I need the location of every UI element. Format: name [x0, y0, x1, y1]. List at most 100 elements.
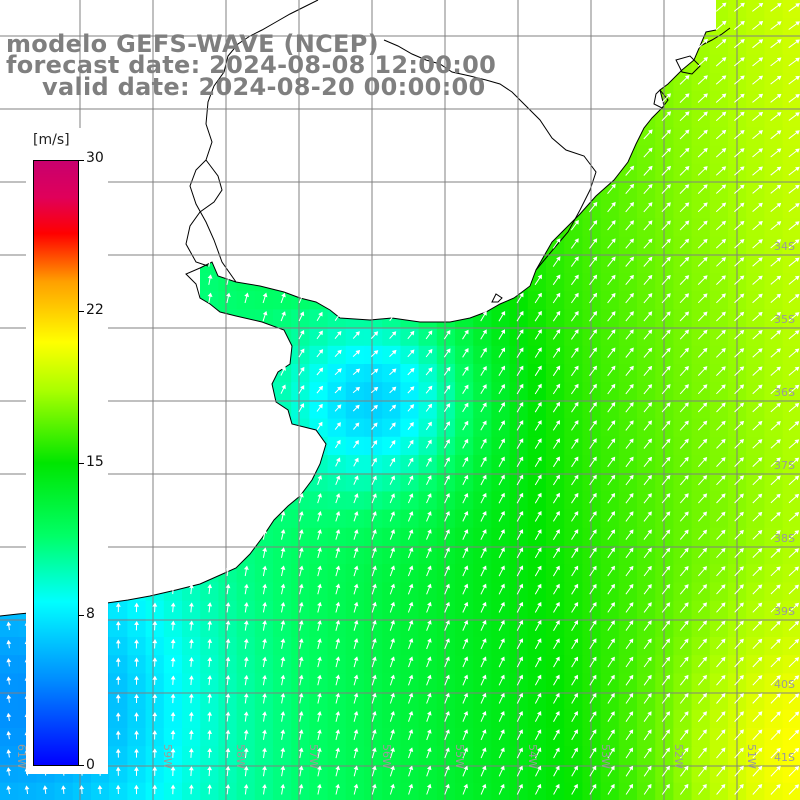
wind-arrow-head: [776, 184, 782, 190]
wind-arrow-head: [317, 620, 322, 625]
wind-arrow-head: [721, 420, 726, 426]
wind-arrow-head: [300, 348, 305, 354]
wind-arrow-head: [758, 57, 764, 62]
wind-arrow-head: [152, 657, 158, 662]
wind-arrow-head: [702, 747, 707, 753]
wind-arrow-head: [115, 730, 121, 735]
wind-arrow-head: [610, 674, 615, 680]
wind-arrow-head: [555, 638, 560, 644]
wind-arrow-head: [776, 475, 781, 481]
wind-arrow-head: [721, 293, 726, 298]
wind-arrow-head: [739, 311, 745, 317]
wind-arrow-head: [318, 367, 324, 373]
wind-arrow-head: [355, 368, 361, 374]
wind-arrow-head: [500, 438, 505, 444]
wind-arrow-head: [115, 639, 121, 644]
wind-arrow-head: [794, 620, 800, 626]
wind-arrow-head: [702, 529, 708, 535]
wind-arrow-head: [427, 638, 432, 643]
wind-arrow-head: [408, 565, 414, 571]
wind-arrow-head: [776, 584, 781, 590]
wind-arrow-head: [647, 220, 653, 225]
wind-arrow-head: [665, 638, 671, 644]
wind-arrow-head: [390, 747, 395, 752]
wind-arrow-head: [720, 765, 726, 771]
wind-arrow-head: [684, 111, 690, 116]
wind-arrow-head: [703, 184, 708, 189]
colorbar-tick-15: 15: [86, 454, 104, 470]
wind-arrow-head: [518, 729, 523, 734]
wind-arrow-head: [445, 457, 450, 462]
wind-arrow-head: [666, 93, 672, 98]
wind-arrow-head: [280, 529, 286, 534]
wind-arrow-head: [482, 420, 487, 426]
wind-arrow-head: [390, 765, 395, 771]
colorbar-tickmark: [79, 765, 84, 766]
wind-arrow-head: [702, 438, 708, 444]
wind-arrow-head: [739, 402, 745, 408]
wind-arrow-head: [758, 2, 764, 8]
wind-arrow-head: [482, 384, 487, 389]
wind-arrow-head: [628, 711, 634, 716]
lon-label: 61W: [15, 744, 28, 769]
wind-arrow-head: [647, 384, 653, 389]
wind-arrow-head: [647, 493, 652, 498]
wind-arrow-head: [703, 57, 708, 62]
wind-arrow-head: [518, 492, 524, 498]
wind-arrow-head: [574, 456, 579, 462]
wind-arrow-head: [665, 747, 670, 753]
wind-arrow-head: [721, 693, 726, 698]
wind-arrow-head: [262, 638, 267, 643]
wind-arrow-head: [555, 620, 560, 625]
wind-arrow-head: [592, 674, 597, 680]
wind-arrow-head: [776, 402, 781, 408]
wind-arrow-head: [720, 438, 726, 444]
wind-arrow-head: [537, 547, 542, 553]
wind-arrow-head: [555, 456, 560, 462]
wind-arrow-head: [335, 711, 341, 716]
wind-arrow-head: [666, 238, 671, 244]
wind-arrow-head: [426, 747, 432, 752]
colorbar-tickmark: [79, 615, 84, 616]
wind-arrow-head: [134, 748, 139, 753]
wind-arrow-head: [739, 366, 745, 371]
wind-arrow-head: [794, 312, 800, 317]
wind-arrow-head: [408, 529, 414, 534]
wind-arrow-head: [776, 439, 781, 444]
wind-arrow-head: [739, 783, 744, 789]
wind-arrow-head: [592, 529, 597, 535]
wind-arrow-head: [207, 292, 213, 297]
wind-arrow-head: [152, 693, 158, 698]
wind-arrow-head: [758, 166, 763, 171]
wind-arrow-head: [555, 547, 560, 553]
wind-arrow-head: [335, 529, 341, 534]
wind-arrow-head: [757, 457, 763, 462]
wind-arrow-head: [629, 620, 634, 626]
wind-arrow-head: [537, 438, 542, 443]
wind-arrow-head: [280, 565, 286, 570]
wind-arrow-head: [518, 783, 523, 789]
wind-arrow-head: [757, 566, 763, 571]
wind-arrow-head: [225, 784, 231, 789]
wind-arrow-head: [739, 384, 745, 390]
wind-arrow-head: [573, 783, 578, 789]
wind-arrow-head: [225, 765, 231, 771]
wind-arrow-head: [170, 730, 176, 735]
wind-arrow-head: [794, 221, 800, 226]
wind-arrow-head: [445, 529, 450, 534]
wind-arrow-head: [482, 492, 487, 498]
wind-arrow-head: [482, 656, 487, 662]
wind-arrow-head: [684, 293, 690, 298]
wind-arrow-head: [666, 293, 671, 298]
wind-arrow-head: [573, 674, 579, 680]
wind-arrow-head: [537, 329, 542, 334]
wind-arrow-head: [207, 675, 213, 680]
wind-arrow-head: [647, 747, 652, 753]
wind-arrow-head: [354, 439, 359, 445]
wind-arrow-head: [463, 747, 469, 753]
wind-arrow-head: [629, 547, 634, 553]
wind-arrow-head: [500, 402, 505, 407]
wind-arrow-head: [610, 438, 616, 444]
wind-arrow-head: [610, 747, 615, 753]
wind-arrow-head: [610, 711, 615, 716]
